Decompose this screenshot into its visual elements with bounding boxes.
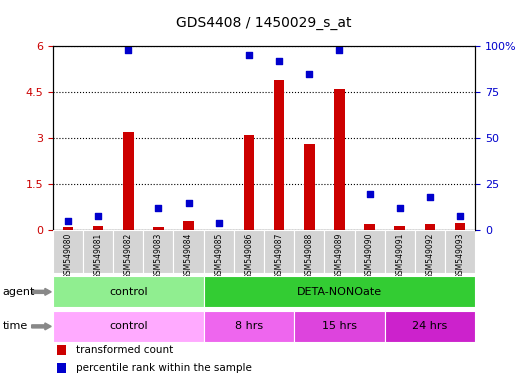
Bar [274,80,285,230]
Text: GSM549086: GSM549086 [244,232,253,279]
Text: GSM549092: GSM549092 [426,232,435,279]
Text: DETA-NONOate: DETA-NONOate [297,287,382,297]
Text: control: control [109,321,147,331]
Text: 15 hrs: 15 hrs [322,321,357,331]
Bar [294,311,385,342]
Text: 24 hrs: 24 hrs [412,321,448,331]
Point [214,220,223,226]
Point [395,205,404,211]
Point [365,190,374,197]
Point [456,213,464,219]
Bar [153,227,164,230]
Text: GSM549090: GSM549090 [365,232,374,279]
Point [275,58,284,64]
Bar [143,230,174,273]
Bar [334,89,345,230]
Text: control: control [109,287,147,297]
Point [184,200,193,206]
Text: GSM549080: GSM549080 [63,232,72,279]
Bar [113,230,143,273]
Text: GSM549081: GSM549081 [93,232,102,279]
Bar [63,227,73,230]
Point [244,52,253,58]
Bar [183,221,194,230]
Bar [53,230,83,273]
Bar [53,276,204,307]
Text: GSM549087: GSM549087 [275,232,284,279]
Text: 8 hrs: 8 hrs [235,321,263,331]
Bar [364,224,375,230]
Bar [123,132,134,230]
Bar [455,223,465,230]
Bar [354,230,385,273]
Text: GSM549082: GSM549082 [124,232,133,279]
Bar [415,230,445,273]
Point [426,194,434,200]
Bar [324,230,354,273]
Bar [204,311,294,342]
Text: GSM549084: GSM549084 [184,232,193,279]
Text: percentile rank within the sample: percentile rank within the sample [76,363,252,373]
Bar [294,230,324,273]
Point [94,213,102,219]
Bar [243,135,254,230]
Bar [204,276,475,307]
Text: GSM549089: GSM549089 [335,232,344,279]
Bar [425,224,435,230]
Text: GSM549088: GSM549088 [305,232,314,279]
Point [64,218,72,224]
Point [335,47,344,53]
Point [124,47,133,53]
Point [305,71,314,77]
Text: agent: agent [3,287,35,297]
Bar [93,226,103,230]
Bar [57,363,67,373]
Bar [53,311,204,342]
Bar [445,230,475,273]
Point [154,205,163,211]
Bar [385,311,475,342]
Bar [394,226,405,230]
Text: GSM549083: GSM549083 [154,232,163,279]
Bar [304,144,315,230]
Text: GSM549091: GSM549091 [395,232,404,279]
Bar [174,230,204,273]
Bar [204,230,234,273]
Text: GDS4408 / 1450029_s_at: GDS4408 / 1450029_s_at [176,16,352,30]
Bar [57,345,67,355]
Text: GSM549085: GSM549085 [214,232,223,279]
Bar [234,230,264,273]
Bar [83,230,113,273]
Bar [385,230,415,273]
Text: time: time [3,321,28,331]
Bar [264,230,294,273]
Text: GSM549093: GSM549093 [456,232,465,279]
Text: transformed count: transformed count [76,345,173,355]
